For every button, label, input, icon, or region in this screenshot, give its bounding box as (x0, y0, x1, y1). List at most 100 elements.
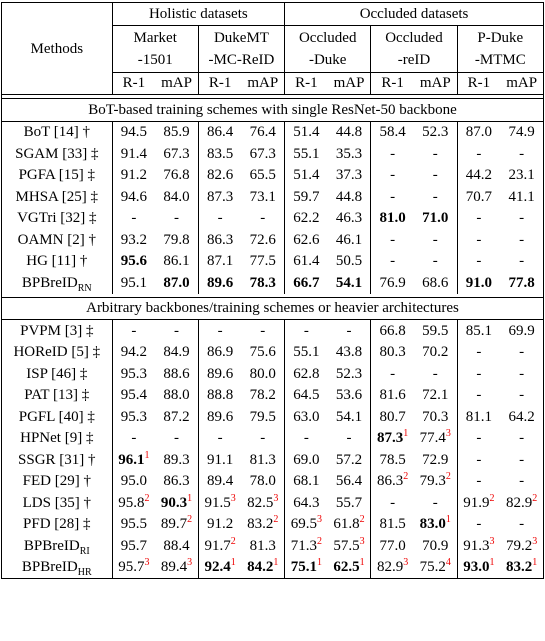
value-cell: 81.6 (370, 384, 414, 406)
dataset-header: DukeMT -MC-ReID (197, 25, 285, 73)
value: - (476, 253, 482, 270)
value: - (476, 430, 482, 447)
method-name: PVPM [3] ‡ (20, 322, 94, 339)
value-cell: 51.4 (284, 121, 328, 143)
value-cell: 64.5 (284, 384, 328, 406)
value-cell: - (197, 427, 242, 449)
value-cell: - (111, 427, 156, 449)
value-cell: 95.0 (111, 470, 156, 492)
value: 85.9 (163, 124, 190, 141)
value-cell: 62.8 (284, 363, 328, 385)
value-cell: 71.0 (414, 208, 457, 230)
value-cell: 87.31 (370, 427, 414, 449)
value-cell: 37.3 (328, 165, 371, 187)
rank-superscript: 3 (230, 492, 236, 504)
value-cell: 80.3 (370, 341, 414, 363)
value-cell: 87.0 (456, 121, 501, 143)
value: 51.4 (293, 167, 320, 184)
value: - (390, 494, 396, 511)
rank-superscript: 2 (445, 471, 451, 483)
value-cell: 87.2 (155, 406, 198, 428)
value: - (519, 365, 525, 382)
value: 79.5 (249, 408, 276, 425)
value-cell: 64.2 (500, 406, 543, 428)
value-cell: 88.6 (155, 363, 198, 385)
value-cell: 61.82 (328, 514, 371, 536)
value: 76.4 (249, 124, 276, 141)
value: 81.6 (379, 387, 406, 404)
value-cell: 86.3 (197, 229, 242, 251)
value: - (131, 430, 137, 447)
value-cell: 83.5 (197, 143, 242, 165)
value-cell: 72.1 (414, 385, 457, 407)
value-cell: - (456, 449, 501, 471)
value-cell: 77.0 (370, 535, 414, 557)
metric-header: mAP (241, 72, 285, 95)
method-name: LDS [35] † (22, 494, 91, 511)
value-cell: 74.9 (500, 121, 543, 143)
value: 43.8 (335, 344, 363, 361)
value-cell: - (414, 492, 457, 514)
value: 62.6 (293, 231, 320, 248)
value: 81.0 (379, 210, 406, 227)
value-cell: 91.53 (197, 492, 242, 514)
value: 89.7 (160, 516, 188, 533)
value-cell: 95.82 (111, 492, 156, 514)
value-cell: 67.3 (241, 143, 284, 165)
data-row: PGFA [15] ‡ 91.2 76.8 82.6 65.5 51.4 37.3 - - 44.… (2, 164, 544, 187)
value: 73.1 (249, 188, 276, 205)
value-cell: 71.32 (284, 535, 328, 557)
method-cell: BoT [14] † (2, 121, 113, 143)
dataset-line: DukeMT (213, 29, 269, 46)
value: 70.2 (422, 344, 449, 361)
method-subscript: HR (77, 567, 92, 579)
value-cell: - (414, 251, 457, 273)
value: 86.1 (163, 253, 190, 270)
value: 88.4 (163, 537, 190, 554)
value-cell: 70.3 (414, 406, 457, 428)
value: 83.5 (207, 145, 234, 162)
value-cell: - (500, 143, 543, 165)
value: 53.6 (335, 387, 363, 404)
method-subscript: RI (79, 545, 90, 557)
value: 77.5 (249, 253, 276, 270)
value-cell: 79.5 (241, 406, 284, 428)
value-cell: - (111, 207, 156, 229)
value-cell: - (370, 250, 414, 272)
value: 81.3 (249, 451, 276, 468)
data-row: PVPM [3] ‡ - - - - - - 66.8 59.5 85.1 69.9 (2, 319, 544, 342)
method-name: MHSA [25] ‡ (15, 188, 99, 205)
value: 86.3 (207, 231, 234, 248)
value-cell: - (500, 449, 543, 471)
value-cell: 86.4 (197, 121, 242, 143)
value: 61.4 (293, 253, 320, 270)
dataset-header: Occluded -reID (370, 25, 458, 73)
value-cell: 55.7 (328, 492, 371, 514)
value: 89.4 (207, 473, 234, 490)
value: - (131, 322, 137, 339)
rank-superscript: 1 (532, 557, 538, 569)
value: - (519, 387, 525, 404)
section-title-row: BoT-based training schemes with single R… (1, 98, 544, 122)
value: - (390, 167, 396, 184)
value-cell: 95.4 (111, 384, 156, 406)
value-cell: 51.4 (284, 164, 328, 186)
rank-superscript: 1 (187, 492, 193, 504)
value: 94.2 (120, 344, 148, 361)
value: 87.3 (207, 188, 234, 205)
rank-superscript: 2 (359, 514, 365, 526)
value: 86.9 (207, 344, 234, 361)
value-cell: 89.3 (155, 449, 198, 471)
value: - (476, 365, 482, 382)
data-row: LDS [35] † 95.82 90.31 91.53 82.53 64.3 55.7- -… (2, 492, 544, 514)
value: 95.7 (120, 537, 148, 554)
value-cell: 87.0 (155, 272, 198, 294)
rank-superscript: 4 (445, 557, 451, 569)
rank-superscript: 3 (359, 535, 365, 547)
value: 55.1 (293, 344, 320, 361)
value-cell: 75.11 (284, 556, 328, 579)
value-cell: 84.21 (241, 557, 284, 579)
value: 72.6 (249, 231, 276, 248)
value-cell: - (456, 207, 501, 229)
rank-superscript: 2 (532, 492, 538, 504)
